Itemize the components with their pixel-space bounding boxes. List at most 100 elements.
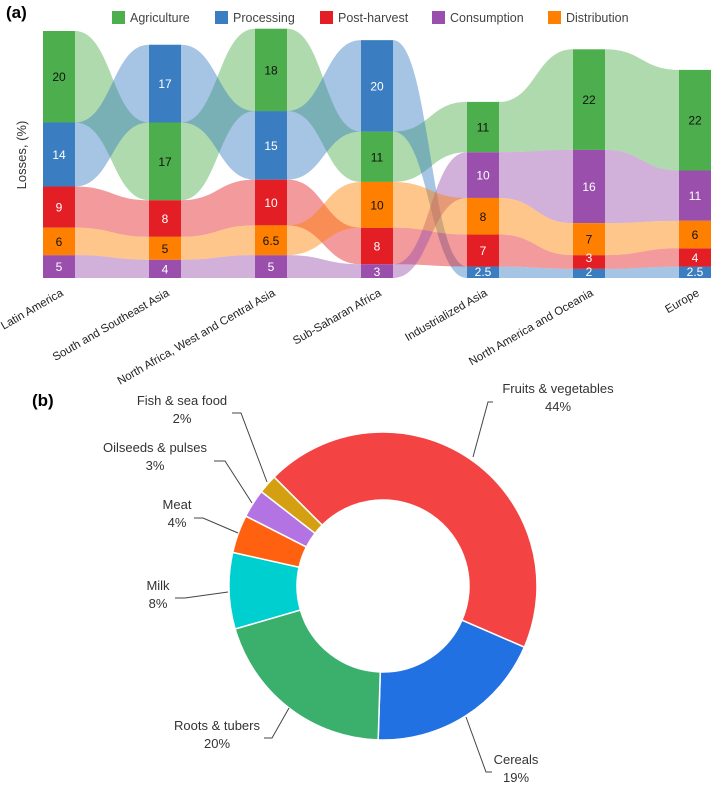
bar-segment xyxy=(573,268,605,278)
bar-segment xyxy=(361,227,393,265)
bar-segment xyxy=(361,181,393,228)
leader-line xyxy=(214,460,253,504)
bar-segment xyxy=(43,227,75,256)
leader-line xyxy=(264,707,290,739)
bar-segment xyxy=(149,236,181,260)
value-label: 17 xyxy=(158,77,172,91)
x-tick-label: Sub-Saharan Africa xyxy=(291,287,384,348)
slice-fruits-vegetables xyxy=(273,431,538,649)
bar-segment xyxy=(149,200,181,237)
x-tick-label: South and Southeast Asia xyxy=(51,287,172,364)
legend-label: Distribution xyxy=(566,11,629,25)
ribbon-agriculture xyxy=(287,28,361,182)
legend-label: Agriculture xyxy=(130,11,190,25)
slice-percent: 2% xyxy=(173,411,192,426)
bar-segment xyxy=(467,266,499,278)
value-label: 20 xyxy=(52,70,66,84)
bar-segment xyxy=(43,255,75,278)
bar-segment xyxy=(149,44,181,123)
bar-segment xyxy=(255,28,287,112)
value-label: 6 xyxy=(692,228,699,242)
donut-labels: Fruits & vegetables 44% Cereals 19% Roots & … xyxy=(103,381,614,785)
value-label: 6 xyxy=(56,235,63,249)
value-label: 7 xyxy=(586,233,593,247)
bar-segment xyxy=(255,179,287,226)
slice-label: Oilseeds & pulses xyxy=(103,440,208,455)
ribbon-post-harvest xyxy=(605,248,679,269)
ribbon-consumption xyxy=(287,255,361,278)
bar-segment xyxy=(361,264,393,278)
bar-segment xyxy=(255,225,287,256)
ribbon-consumption xyxy=(181,255,255,278)
slice-fish-sea-food xyxy=(260,476,324,535)
value-label: 5 xyxy=(268,260,275,274)
value-label: 4 xyxy=(692,251,699,265)
value-label: 3 xyxy=(374,265,381,279)
x-tick-label: Europe xyxy=(663,287,701,316)
value-label: 15 xyxy=(264,139,278,153)
leader-line xyxy=(194,517,239,534)
value-label: 22 xyxy=(582,93,596,107)
ribbon-post-harvest xyxy=(181,179,255,237)
sankey-chart: (a) Losses, (%) Agriculture Processing Pos… xyxy=(0,3,711,388)
value-label: 8 xyxy=(374,239,381,253)
leader-line xyxy=(472,401,493,458)
bars: 5 6 9 14 20 4 5 8 17 17 5 6.5 10 15 18 3 8 10 11 20 2.5 7 8 10 1… xyxy=(43,28,711,279)
leader-line xyxy=(175,591,229,599)
slice-label: Roots & tubers xyxy=(174,718,260,733)
value-label: 6.5 xyxy=(263,234,280,248)
slice-label: Milk xyxy=(146,578,170,593)
ribbon-agriculture xyxy=(75,31,149,201)
legend-swatch xyxy=(320,11,333,24)
value-label: 8 xyxy=(480,210,487,224)
legend-label: Processing xyxy=(233,11,295,25)
ribbon-post-harvest xyxy=(75,186,149,237)
slice-percent: 44% xyxy=(545,399,571,414)
bar-segment xyxy=(255,111,287,180)
ribbon-distribution xyxy=(393,181,467,235)
value-label: 3 xyxy=(586,251,593,265)
leader-line xyxy=(232,412,268,483)
ribbon-distribution xyxy=(499,197,573,256)
ribbon-processing xyxy=(181,44,255,180)
bar-segment xyxy=(573,49,605,150)
value-label: 16 xyxy=(582,180,596,194)
bar-segment xyxy=(679,69,711,171)
legend: Agriculture Processing Post-harvest Consump… xyxy=(112,11,629,25)
slice-percent: 3% xyxy=(146,458,165,473)
slice-cereals xyxy=(377,619,526,741)
ribbon-processing xyxy=(499,266,573,278)
bar-segment xyxy=(679,170,711,221)
legend-label: Consumption xyxy=(450,11,524,25)
ribbon-post-harvest xyxy=(393,227,467,267)
slice-label: Fruits & vegetables xyxy=(502,381,614,396)
legend-swatch xyxy=(548,11,561,24)
value-label: 22 xyxy=(688,114,702,128)
bar-segment xyxy=(573,255,605,269)
value-label: 5 xyxy=(162,242,169,256)
slice-roots-tubers xyxy=(234,609,382,741)
bar-segment xyxy=(679,266,711,278)
value-label: 8 xyxy=(162,212,169,226)
value-label: 7 xyxy=(480,244,487,258)
bar-segment xyxy=(255,255,287,278)
slice-percent: 4% xyxy=(168,515,187,530)
bar-segment xyxy=(361,131,393,182)
slice-label: Cereals xyxy=(494,752,539,767)
ribbon-consumption xyxy=(605,149,679,224)
bar-segment xyxy=(679,248,711,267)
slice-label: Fish & sea food xyxy=(137,393,227,408)
bar-segment xyxy=(43,31,75,123)
ribbon-consumption xyxy=(75,255,149,278)
bar-segment xyxy=(467,234,499,267)
panel-label-b: (b) xyxy=(32,391,54,410)
ribbon-distribution xyxy=(75,227,149,260)
value-label: 17 xyxy=(158,155,172,169)
value-label: 20 xyxy=(370,79,384,93)
value-label: 4 xyxy=(162,262,169,276)
ribbon-processing xyxy=(287,40,361,180)
bar-segment xyxy=(573,223,605,256)
value-label: 18 xyxy=(264,63,278,77)
